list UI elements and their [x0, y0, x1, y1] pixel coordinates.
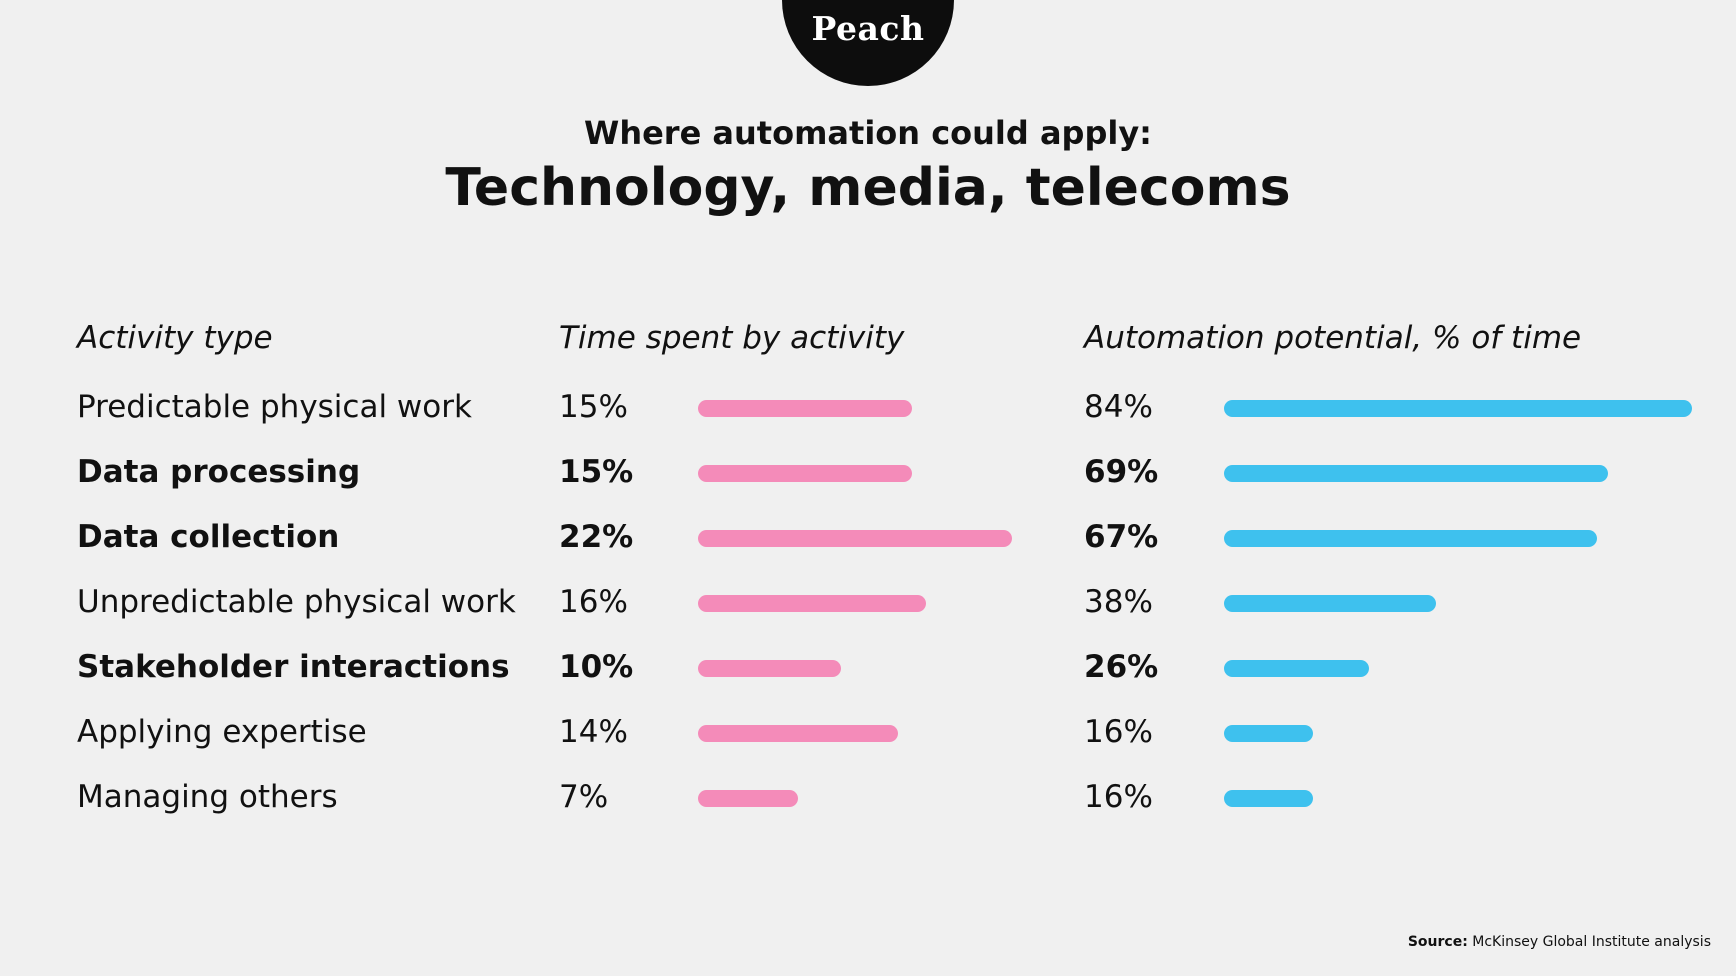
automation-bar [1224, 725, 1314, 742]
automation-value-label: 16% [1084, 714, 1153, 750]
time-value-label: 14% [559, 714, 628, 750]
automation-value-label: 69% [1084, 454, 1159, 490]
automation-bar [1224, 400, 1692, 417]
source-note: Source: McKinsey Global Institute analys… [1408, 934, 1711, 950]
category-label: Data processing [77, 454, 361, 490]
column-header-automation: Automation potential, % of time [1084, 320, 1582, 356]
automation-value-label: 38% [1084, 584, 1153, 620]
category-label: Unpredictable physical work [77, 584, 516, 620]
time-value-label: 15% [559, 454, 634, 490]
category-label: Data collection [77, 519, 340, 555]
time-bar [698, 465, 913, 482]
time-bar [698, 660, 841, 677]
chart-row: Data processing 15% 69% [0, 447, 1736, 497]
source-text: McKinsey Global Institute analysis [1472, 934, 1711, 950]
time-value-label: 10% [559, 649, 634, 685]
automation-bar [1224, 530, 1598, 547]
chart-row: Predictable physical work 15% 84% [0, 382, 1736, 432]
time-value-label: 15% [559, 389, 628, 425]
automation-bar [1224, 660, 1369, 677]
time-bar [698, 530, 1012, 547]
chart-row: Stakeholder interactions 10% 26% [0, 642, 1736, 692]
automation-bar [1224, 595, 1436, 612]
automation-value-label: 16% [1084, 779, 1153, 815]
automation-value-label: 84% [1084, 389, 1153, 425]
time-bar [698, 400, 913, 417]
logo-text: Peach [811, 9, 925, 48]
automation-value-label: 26% [1084, 649, 1159, 685]
source-label: Source: [1407, 934, 1468, 950]
chart-row: Applying expertise 14% 16% [0, 707, 1736, 757]
time-value-label: 22% [559, 519, 634, 555]
column-header-time: Time spent by activity [559, 320, 905, 356]
peach-logo: Peach [782, 0, 954, 86]
automation-value-label: 67% [1084, 519, 1159, 555]
chart-subtitle: Where automation could apply: [584, 114, 1152, 152]
time-bar [698, 725, 898, 742]
automation-bar [1224, 465, 1609, 482]
time-value-label: 16% [559, 584, 628, 620]
category-label: Managing others [77, 779, 338, 815]
chart-title: Technology, media, telecoms [445, 158, 1291, 218]
category-label: Applying expertise [77, 714, 367, 750]
time-value-label: 7% [559, 779, 609, 815]
time-bar [698, 595, 927, 612]
automation-bar [1224, 790, 1314, 807]
chart-row: Managing others 7% 16% [0, 772, 1736, 822]
category-label: Predictable physical work [77, 389, 472, 425]
time-bar [698, 790, 798, 807]
column-header-activity: Activity type [77, 320, 273, 356]
chart-row: Unpredictable physical work 16% 38% [0, 577, 1736, 627]
category-label: Stakeholder interactions [77, 649, 510, 685]
chart-row: Data collection 22% 67% [0, 512, 1736, 562]
